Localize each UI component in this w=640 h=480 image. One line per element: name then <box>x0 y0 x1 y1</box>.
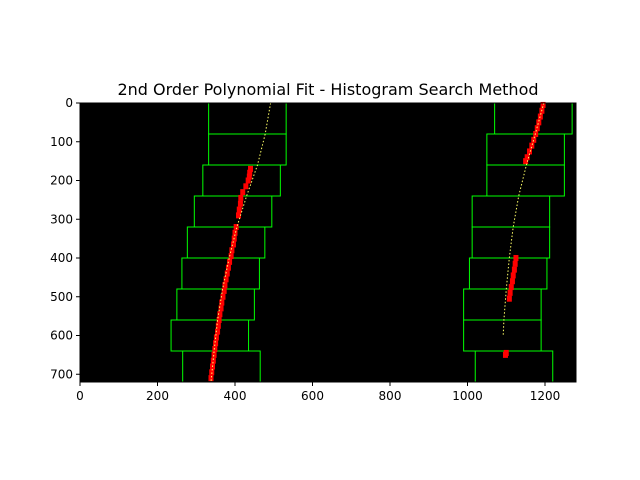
plot-area <box>80 103 576 382</box>
left-lane-pixel <box>236 206 242 213</box>
left-lane-pixel <box>248 165 253 172</box>
left-lane-pixel <box>243 183 249 190</box>
left-lane-pixel <box>213 340 219 347</box>
chart-title: 2nd Order Polynomial Fit - Histogram Sea… <box>117 80 538 99</box>
sliding-windows <box>170 102 573 383</box>
left-lane-pixel <box>235 212 241 219</box>
left-lane-pixel <box>222 282 228 289</box>
left-lane-pixel <box>230 241 236 248</box>
left-fit-line <box>210 102 272 383</box>
polynomial-fit-lines <box>210 102 545 383</box>
left-lane-pixel <box>237 200 243 207</box>
x-tick-label: 0 <box>76 389 84 403</box>
right-lane-pixel <box>507 289 513 296</box>
y-axis: 0 100 200 300 400 500 600 700 <box>50 96 80 381</box>
left-lane-pixel <box>223 276 229 283</box>
right-lane-pixel <box>536 119 542 126</box>
right-lane-pixel <box>523 158 529 165</box>
right-lane-pixel <box>529 142 535 149</box>
left-lane-pixel <box>227 258 233 265</box>
plot-frame <box>79 102 577 383</box>
right-lane-pixel <box>511 266 517 273</box>
left-lane-pixel <box>221 287 227 294</box>
y-tick-label: 100 <box>50 135 73 149</box>
left-lane-pixel <box>247 169 253 176</box>
left-lane-pixel <box>215 322 221 329</box>
y-tick-label: 500 <box>50 290 73 304</box>
left-lane-pixel <box>220 293 226 300</box>
left-lane-pixel <box>212 346 218 353</box>
x-tick-label: 600 <box>301 389 324 403</box>
left-lane-pixel <box>215 328 221 335</box>
y-tick-label: 300 <box>50 212 73 226</box>
left-lane-pixel <box>213 334 219 341</box>
right-lane-pixel <box>531 136 537 143</box>
left-lane-pixel <box>233 224 239 230</box>
left-lane-pixel <box>209 369 215 376</box>
left-lane-pixel <box>218 305 224 312</box>
left-lane-pixel <box>217 311 223 318</box>
left-lane-pixel <box>225 264 231 271</box>
left-lane-pixel <box>224 270 230 277</box>
left-lane-pixel <box>208 375 214 382</box>
right-lane-pixel <box>540 101 546 108</box>
left-lane-pixel <box>228 253 234 260</box>
x-tick-label: 200 <box>146 389 169 403</box>
y-tick-label: 200 <box>50 174 73 188</box>
x-tick-label: 400 <box>224 389 247 403</box>
x-tick-label: 800 <box>379 389 402 403</box>
right-lane-pixel <box>513 255 519 261</box>
right-lane-pixel <box>509 278 515 285</box>
y-tick-label: 0 <box>65 96 73 110</box>
right-lane-pixel <box>527 148 532 155</box>
right-fit-line <box>502 102 545 336</box>
left-lane-pixel <box>219 299 225 306</box>
right-lane-pixel <box>537 113 543 120</box>
right-lane-pixel <box>502 351 508 358</box>
left-lane-pixel <box>232 229 238 236</box>
left-lane-pixel <box>210 357 216 364</box>
left-lane-pixel <box>211 351 217 358</box>
right-lane-pixel <box>510 272 516 279</box>
right-lane-pixel <box>508 284 514 291</box>
left-lane-pixel <box>216 317 222 323</box>
y-tick-label: 700 <box>50 367 73 381</box>
right-lane-pixel <box>506 295 512 302</box>
y-tick-label: 400 <box>50 251 73 265</box>
right-lane-pixel <box>512 260 518 267</box>
y-tick-label: 600 <box>50 329 73 343</box>
right-lane-pixel <box>534 125 540 132</box>
x-axis: 0 200 400 600 800 1000 1200 <box>76 382 560 403</box>
left-lane-pixel <box>238 194 244 201</box>
left-lane-pixel <box>245 177 251 184</box>
x-tick-label: 1000 <box>452 389 483 403</box>
x-tick-label: 1200 <box>530 389 561 403</box>
left-lane-pixel <box>240 189 246 196</box>
right-lane-pixel <box>524 154 530 161</box>
left-lane-pixel <box>229 247 235 254</box>
left-lane-pixel <box>246 173 252 180</box>
